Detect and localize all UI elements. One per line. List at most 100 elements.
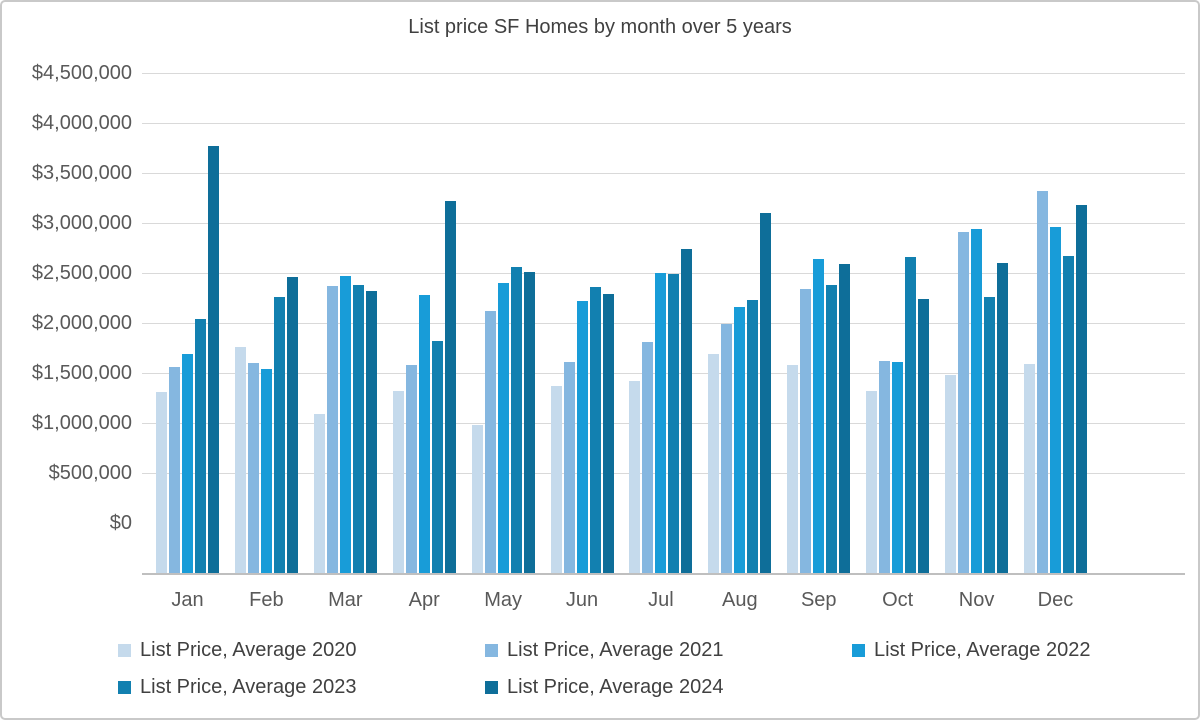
chart-title: List price SF Homes by month over 5 year…	[408, 16, 792, 38]
y-axis-tick-label: $4,500,000	[31, 62, 132, 84]
bar-jul-2023	[668, 274, 680, 573]
bar-dec-2022	[1049, 227, 1061, 573]
bar-apr-2020	[392, 390, 404, 573]
bar-nov-2024	[997, 263, 1009, 573]
bar-group-feb	[234, 73, 298, 573]
legend-item: List Price, Average 2023	[118, 676, 485, 699]
x-axis-label: Nov	[958, 589, 995, 611]
gridline	[142, 223, 1185, 224]
bar-group-nov	[945, 73, 1009, 573]
bar-group-aug	[708, 73, 772, 573]
bar-group-oct	[866, 73, 930, 573]
legend-item-label: List Price, Average 2020	[140, 639, 357, 661]
bar-jun-2024	[602, 294, 614, 573]
bar-feb-2021	[247, 363, 259, 573]
legend-swatch-2023	[118, 681, 131, 694]
bar-oct-2023	[905, 257, 917, 573]
bar-nov-2022	[971, 228, 983, 573]
bar-jul-2021	[642, 341, 654, 573]
bar-mar-2024	[365, 290, 377, 573]
bar-mar-2021	[326, 286, 338, 573]
gridline	[142, 173, 1185, 174]
bar-jul-2020	[629, 380, 641, 573]
bar-oct-2020	[866, 390, 878, 573]
x-axis-label: Apr	[408, 589, 440, 611]
bar-nov-2023	[984, 297, 996, 573]
bar-group-jun	[550, 73, 614, 573]
bar-sep-2022	[813, 258, 825, 573]
gridline	[142, 123, 1185, 124]
bar-aug-2024	[760, 213, 772, 573]
x-axis-label: Aug	[722, 589, 758, 611]
bar-apr-2021	[405, 365, 417, 573]
legend-swatch-2021	[485, 644, 498, 657]
y-axis-tick-label: $3,000,000	[31, 212, 132, 234]
bar-jun-2023	[589, 287, 601, 573]
bar-may-2022	[497, 283, 509, 573]
legend-swatch-2024	[485, 681, 498, 694]
bar-jul-2022	[655, 273, 667, 573]
bar-dec-2020	[1023, 364, 1035, 573]
gridline	[142, 73, 1185, 74]
bar-oct-2022	[892, 361, 904, 573]
x-axis-label: Mar	[328, 589, 363, 611]
legend-item-label: List Price, Average 2023	[140, 676, 357, 698]
x-axis-label: Feb	[249, 589, 284, 611]
legend-item: List Price, Average 2022	[852, 639, 1198, 662]
bar-apr-2023	[431, 340, 443, 573]
bar-feb-2023	[273, 297, 285, 573]
bars-layer	[150, 73, 1093, 573]
x-axis-label: Jan	[171, 589, 204, 611]
bar-jan-2022	[182, 354, 193, 573]
bar-dec-2021	[1036, 190, 1048, 573]
bar-apr-2022	[418, 295, 430, 573]
bar-feb-2022	[260, 368, 272, 573]
bar-group-mar	[313, 73, 377, 573]
legend-item-label: List Price, Average 2021	[507, 639, 724, 661]
bar-jan-2024	[208, 146, 219, 573]
bar-mar-2020	[313, 414, 325, 573]
bar-sep-2024	[839, 264, 851, 573]
bar-nov-2020	[945, 375, 957, 573]
bar-may-2020	[471, 425, 483, 573]
bar-oct-2021	[879, 360, 891, 573]
bar-apr-2024	[444, 200, 456, 573]
y-axis-tick-label: $3,500,000	[31, 162, 132, 184]
x-axis-label: Jul	[648, 589, 674, 611]
bar-may-2023	[510, 267, 522, 573]
y-axis-tick-label: $1,500,000	[31, 362, 132, 384]
bar-jun-2022	[576, 300, 588, 573]
bar-mar-2023	[352, 285, 364, 573]
bar-sep-2020	[787, 365, 799, 573]
y-axis-tick-label: $2,500,000	[31, 262, 132, 284]
bar-feb-2024	[286, 277, 298, 573]
bar-aug-2023	[747, 299, 759, 573]
bar-feb-2020	[234, 347, 246, 573]
bar-oct-2024	[918, 298, 930, 573]
x-axis: Jan Feb Mar Apr May Jun Jul Aug Sep Oct Nov Dec	[150, 589, 1093, 612]
y-axis-tick-label: $500,000	[48, 462, 132, 484]
bar-group-dec	[1023, 73, 1087, 573]
bar-aug-2021	[721, 324, 733, 573]
legend-item-label: List Price, Average 2022	[874, 639, 1091, 661]
bar-dec-2023	[1062, 256, 1074, 573]
y-axis-tick-label: $2,000,000	[31, 312, 132, 334]
bar-aug-2022	[734, 307, 746, 573]
bar-jun-2020	[550, 386, 562, 573]
legend-swatch-2020	[118, 644, 131, 657]
bar-group-apr	[392, 73, 456, 573]
bar-may-2024	[523, 271, 535, 573]
y-axis-tick-label: $1,000,000	[31, 412, 132, 434]
legend: List Price, Average 2020 List Price, Aver…	[118, 639, 1198, 699]
x-axis-label: Sep	[800, 589, 837, 611]
legend-item: List Price, Average 2020	[118, 639, 485, 662]
legend-item: List Price, Average 2024	[485, 676, 852, 699]
bar-jan-2023	[195, 318, 206, 573]
bar-sep-2021	[800, 288, 812, 573]
bar-group-jul	[629, 73, 693, 573]
bar-jan-2020	[156, 391, 167, 573]
bar-jul-2024	[681, 248, 693, 573]
x-axis-label: Jun	[565, 589, 599, 611]
bar-jan-2021	[169, 367, 180, 573]
x-axis-label: Oct	[882, 589, 914, 611]
